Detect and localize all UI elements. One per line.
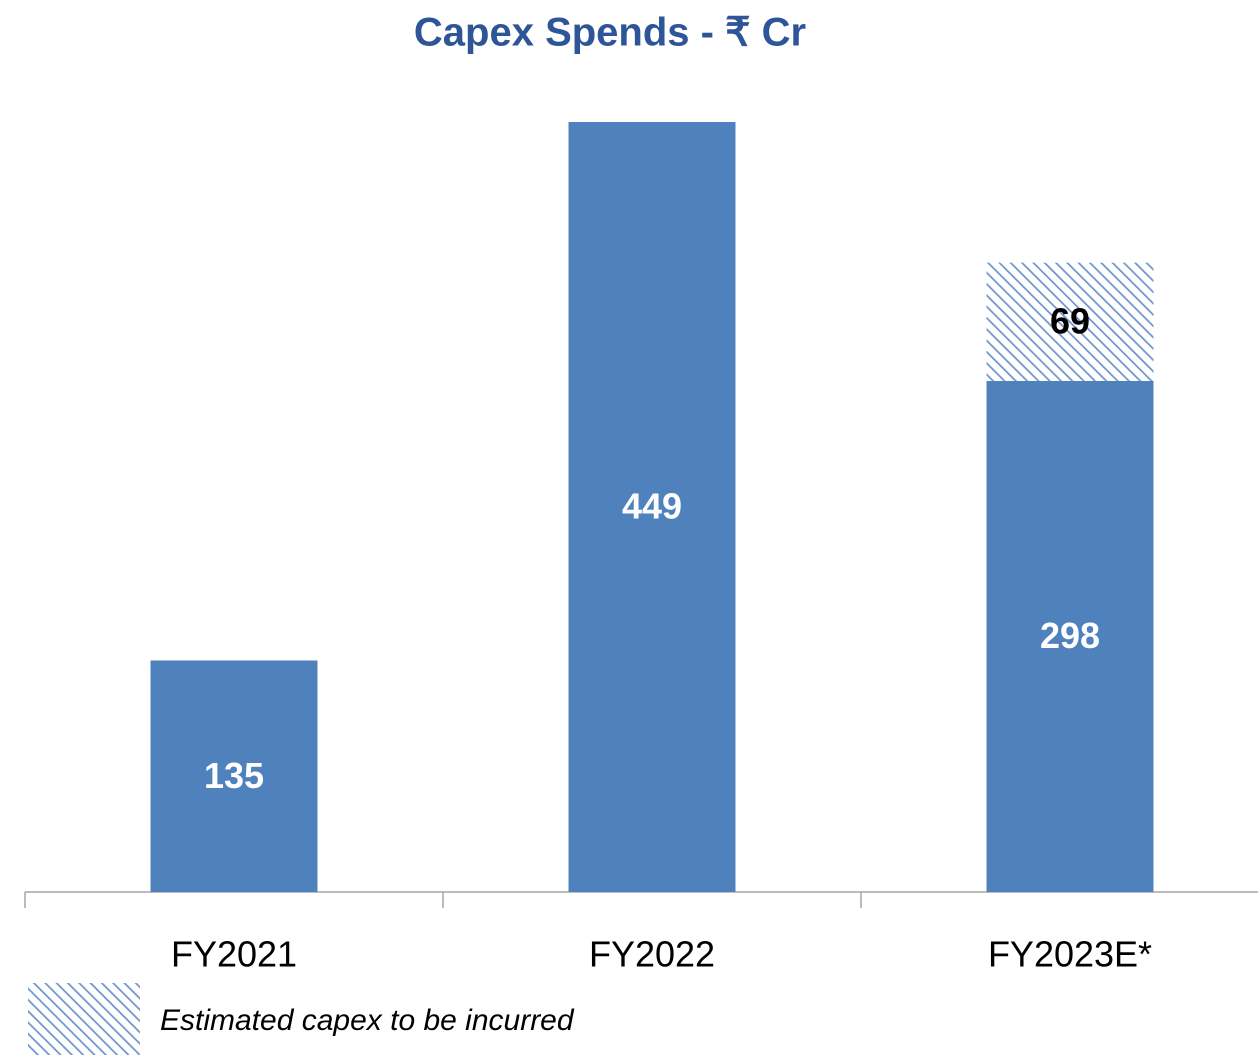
x-tick-label: FY2022 [589,934,715,975]
bar-segment [986,262,1154,381]
bar-segment [568,122,736,892]
legend-swatch [28,983,140,1055]
data-label: 449 [622,486,682,527]
data-label: 135 [204,755,264,796]
data-label: 69 [1050,300,1090,341]
chart-title: Capex Spends - ₹ Cr [414,11,806,55]
x-tick-label: FY2021 [171,934,297,975]
bar-segment [986,380,1154,892]
legend-label: Estimated capex to be incurred [160,1004,575,1037]
bar-segment [150,660,318,892]
data-label: 298 [1040,615,1100,656]
x-tick-label: FY2023E* [988,934,1152,975]
